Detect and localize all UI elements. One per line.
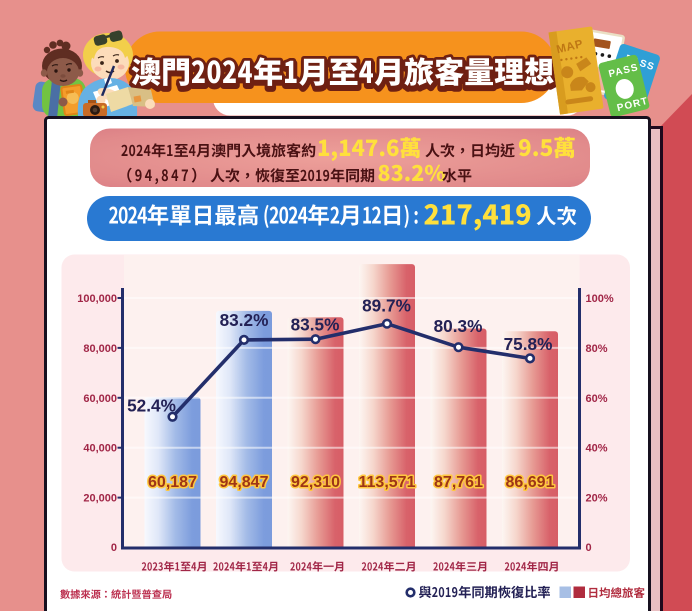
svg-text:80.3%: 80.3% — [434, 316, 483, 336]
svg-text:80,000: 80,000 — [83, 343, 117, 355]
svg-text:0: 0 — [586, 542, 592, 554]
svg-text:100%: 100% — [586, 293, 614, 305]
svg-text:92,310: 92,310 — [291, 474, 340, 491]
svg-text:87,761: 87,761 — [434, 474, 483, 491]
svg-text:83.5%: 83.5% — [291, 315, 340, 335]
svg-text:60,187: 60,187 — [148, 474, 197, 491]
svg-text:80%: 80% — [586, 343, 608, 355]
svg-text:83.2%: 83.2% — [220, 310, 269, 330]
svg-text:94,847: 94,847 — [220, 474, 269, 491]
svg-text:113,571: 113,571 — [359, 474, 416, 491]
svg-text:20,000: 20,000 — [83, 493, 117, 505]
svg-text:60%: 60% — [586, 393, 608, 405]
svg-text:0: 0 — [111, 542, 117, 554]
svg-text:60,000: 60,000 — [83, 393, 117, 405]
svg-text:40,000: 40,000 — [83, 443, 117, 455]
svg-text:52.4%: 52.4% — [127, 396, 176, 416]
svg-text:100,000: 100,000 — [77, 293, 117, 305]
svg-text:40%: 40% — [586, 443, 608, 455]
svg-text:86,691: 86,691 — [506, 474, 555, 491]
svg-text:20%: 20% — [586, 493, 608, 505]
svg-text:89.7%: 89.7% — [362, 296, 411, 316]
svg-text:75.8%: 75.8% — [504, 334, 553, 354]
